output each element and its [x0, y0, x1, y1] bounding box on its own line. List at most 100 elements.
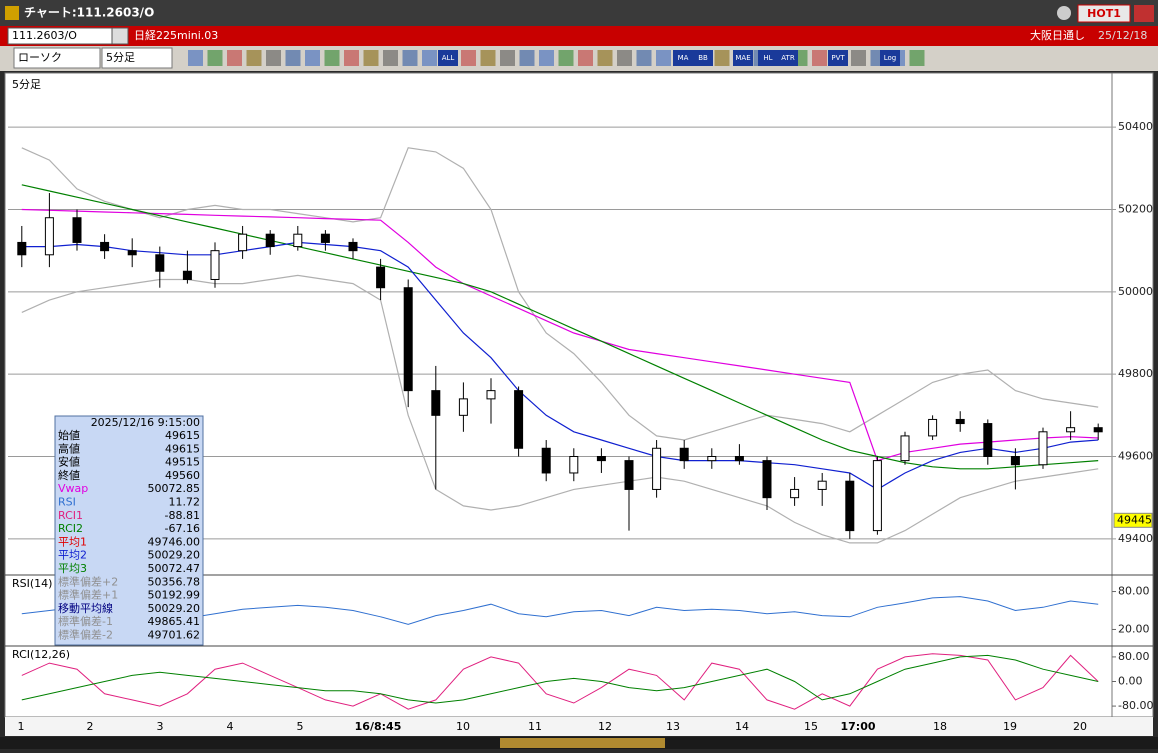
candle-body — [514, 390, 524, 449]
toolbar-icon[interactable] — [578, 50, 593, 66]
info-label: 終値 — [58, 468, 80, 482]
toolbar-icon[interactable] — [636, 50, 652, 66]
candle-body — [872, 460, 882, 532]
candle-body — [955, 418, 965, 425]
info-value: 49615 — [165, 429, 200, 442]
toolbar-icon[interactable] — [438, 50, 458, 66]
toolbar-icon-label: PVT — [831, 54, 845, 62]
candle-body — [320, 233, 330, 243]
toolbar-icon[interactable] — [880, 50, 900, 66]
toolbar-icon[interactable] — [673, 50, 693, 66]
y-tick-label: 50000 — [1118, 285, 1153, 298]
toolbar-icon[interactable] — [227, 50, 242, 66]
interval-select[interactable] — [101, 47, 173, 69]
x-tick-label: 14 — [735, 720, 749, 733]
toolbar-icon-label: ALL — [442, 54, 455, 62]
toolbar-icon[interactable] — [188, 50, 203, 66]
candle-body — [707, 455, 717, 462]
candle-body — [790, 488, 800, 499]
candle-body — [541, 447, 551, 474]
toolbar-icon[interactable] — [758, 50, 778, 66]
toolbar-icon[interactable] — [778, 50, 798, 66]
chart-type-select[interactable] — [13, 47, 101, 69]
candle-body — [376, 266, 386, 289]
toolbar-icon-label: ATR — [781, 54, 795, 62]
info-value: 49746.00 — [148, 535, 201, 548]
toolbar-icon[interactable] — [733, 50, 753, 66]
help-button[interactable] — [1057, 6, 1071, 20]
toolbar-icon[interactable] — [402, 50, 418, 66]
toolbar-icon[interactable] — [617, 50, 632, 66]
candle-body — [293, 233, 303, 248]
candle-body — [44, 217, 54, 256]
candle-body — [762, 460, 772, 499]
candle-body — [127, 250, 137, 256]
toolbar-icon[interactable] — [558, 50, 574, 66]
toolbar-icon[interactable] — [519, 50, 535, 66]
indicator-line — [21, 653, 1099, 710]
toolbar-icon[interactable] — [461, 50, 476, 66]
toolbar-icon[interactable] — [500, 50, 515, 66]
toolbar-icon-label: BB — [698, 54, 708, 62]
x-tick-label: 5 — [297, 720, 304, 733]
toolbar-icon[interactable] — [909, 50, 925, 66]
toolbar-icon[interactable] — [828, 50, 848, 66]
candle-body — [72, 217, 82, 243]
scroll-thumb[interactable] — [500, 738, 665, 748]
x-tick-label: 15 — [804, 720, 818, 733]
indicator-line — [21, 184, 1099, 470]
toolbar-icon[interactable] — [714, 50, 730, 66]
x-tick-label: 3 — [157, 720, 164, 733]
info-label: 標準偏差-2 — [58, 628, 113, 642]
toolbar-icon[interactable] — [812, 50, 827, 66]
y-tick-label: 49600 — [1118, 449, 1153, 462]
toolbar-icon[interactable] — [422, 50, 437, 66]
close-button[interactable] — [1134, 5, 1154, 22]
toolbar-icon[interactable] — [344, 50, 359, 66]
x-tick-label: 12 — [598, 720, 612, 733]
symbol-name: 日経225mini.03 — [134, 29, 218, 42]
candle-body — [238, 233, 248, 252]
info-label: 始値 — [58, 428, 80, 442]
info-value: -88.81 — [165, 509, 200, 522]
toolbar-icon[interactable] — [656, 50, 671, 66]
info-label: 平均1 — [58, 535, 87, 548]
x-tick-label: 2 — [87, 720, 94, 733]
toolbar-icon[interactable] — [539, 50, 554, 66]
info-label: RSI — [58, 496, 76, 509]
toolbar-icon[interactable] — [693, 50, 713, 66]
toolbar-icon[interactable] — [324, 50, 340, 66]
toolbar-icon[interactable] — [597, 50, 613, 66]
toolbar-icon[interactable] — [266, 50, 281, 66]
hot-button[interactable] — [1077, 4, 1131, 23]
indicator-line — [21, 208, 1099, 462]
toolbar-icon[interactable] — [383, 50, 398, 66]
info-value: 50029.20 — [148, 549, 201, 562]
y-tick-label: 50400 — [1118, 120, 1153, 133]
toolbar-icon-label: MA — [678, 54, 689, 62]
indicator-line — [21, 147, 1099, 441]
toolbar-icon[interactable] — [851, 50, 866, 66]
toolbar-icon[interactable] — [480, 50, 496, 66]
info-value: 50072.85 — [148, 482, 201, 495]
info-value: 49865.41 — [148, 615, 201, 628]
toolbar-icon[interactable] — [246, 50, 262, 66]
info-value: 50192.99 — [148, 589, 201, 602]
toolbar-icon[interactable] — [285, 50, 301, 66]
info-panel — [54, 415, 204, 646]
window-title: チャート:111.2603/O — [24, 6, 154, 20]
y-tick-label: 20.00 — [1118, 622, 1150, 635]
rsi-title: RSI(14) — [12, 577, 52, 590]
candle-body — [1093, 427, 1103, 433]
toolbar-icon[interactable] — [207, 50, 223, 66]
toolbar-icon[interactable] — [305, 50, 320, 66]
candle-body — [596, 455, 606, 462]
candle-body — [817, 480, 827, 490]
info-label: 平均3 — [58, 562, 87, 575]
main-title: 5分足 — [12, 78, 41, 91]
candle-body — [928, 418, 938, 437]
symbol-dropdown[interactable] — [111, 27, 129, 45]
toolbar-icon[interactable] — [363, 50, 379, 66]
